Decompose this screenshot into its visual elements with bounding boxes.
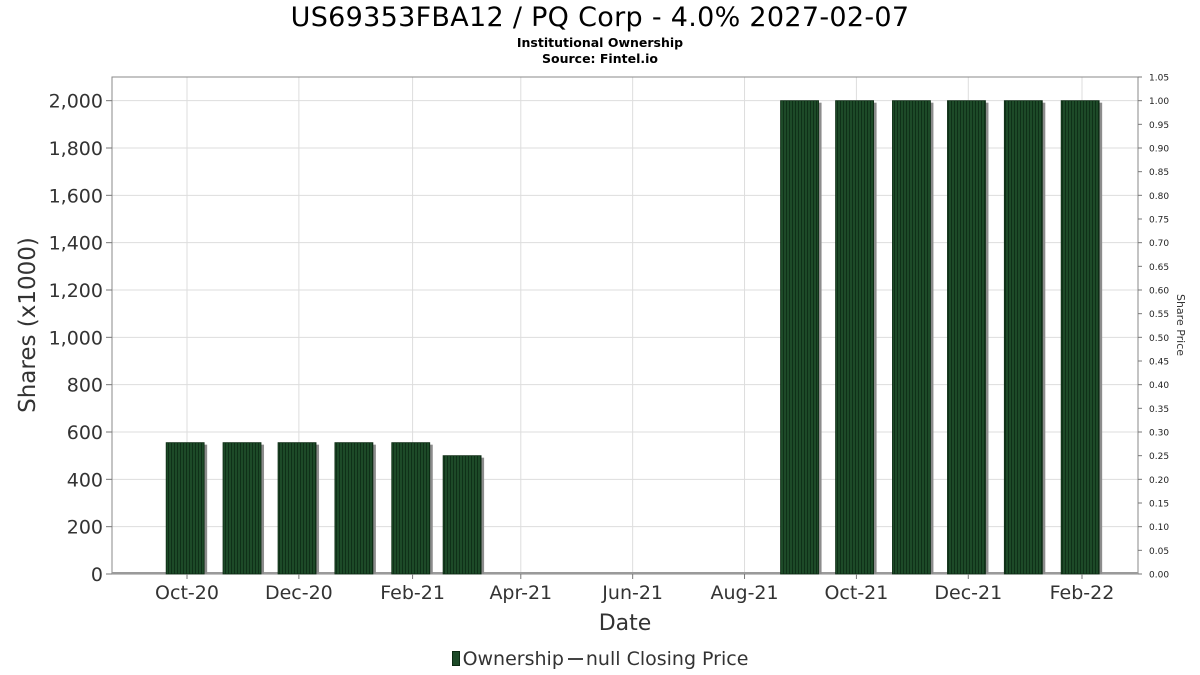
x-tick-label: Oct-21 (824, 582, 888, 604)
bar-body (334, 442, 374, 575)
bar-body (277, 442, 317, 575)
ownership-legend-swatch (451, 651, 460, 666)
x-axis-label: Date (599, 611, 652, 636)
y-tick-label: 1,800 (49, 138, 103, 160)
y-tick-label: 0 (91, 564, 103, 586)
y2-tick-label: 0.50 (1149, 334, 1169, 344)
ownership-bar (1060, 100, 1103, 575)
y2-tick-label: 0.90 (1149, 145, 1169, 155)
y2-tick-label: 0.10 (1149, 523, 1169, 533)
y2-tick-label: 0.70 (1149, 239, 1169, 249)
y2-tick-label: 0.30 (1149, 429, 1169, 439)
chart-title: US69353FBA12 / PQ Corp - 4.0% 2027-02-07 (290, 2, 910, 33)
bar-body (391, 442, 431, 575)
y2-tick-label: 0.85 (1149, 168, 1169, 178)
x-tick-label: Feb-22 (1050, 582, 1115, 604)
y2-tick-label: 0.15 (1149, 500, 1169, 510)
y2-tick-label: 0.65 (1149, 263, 1169, 273)
y2-tick-label: 0.05 (1149, 547, 1169, 557)
y2-tick-label: 0.55 (1149, 310, 1169, 320)
ownership-bar (391, 442, 433, 575)
ownership-bar (442, 455, 485, 575)
y-axis-right: 0.00 0.05 0.10 0.15 0.20 0.25 0.30 0.35 0.40 0.45… (1138, 74, 1169, 581)
y2-tick-label: 0.75 (1149, 216, 1169, 226)
x-tick-label: Aug-21 (710, 582, 778, 604)
ownership-bar (780, 100, 822, 575)
ownership-bar (947, 100, 989, 575)
ownership-bar (165, 442, 208, 575)
x-tick-label: Feb-21 (380, 582, 445, 604)
y-tick-label: 800 (67, 375, 103, 397)
chart-subtitle: Institutional Ownership (516, 35, 684, 50)
bar-body (892, 100, 931, 575)
x-tick-label: Dec-21 (934, 582, 1002, 604)
ownership-bar (277, 442, 320, 575)
bar-body (1060, 100, 1100, 575)
bar-body (222, 442, 262, 575)
y-axis-left: 0 200 400 600 800 1,000 1,200 1,400 1,600 1,800 2,… (49, 91, 112, 586)
y-tick-label: 1,400 (49, 233, 103, 255)
y2-tick-label: 0.40 (1149, 381, 1169, 391)
ownership-bar (334, 442, 376, 575)
y2-tick-label: 0.25 (1149, 452, 1169, 462)
x-tick-label: Jun-21 (601, 582, 663, 604)
legend-price: null Closing Price (585, 648, 749, 670)
y-axis-label: Shares (x1000) (15, 237, 41, 413)
x-tick-label: Dec-20 (265, 582, 333, 604)
y-tick-label: 1,600 (49, 185, 103, 207)
bar-body (835, 100, 874, 575)
y2-tick-label: 0.00 (1149, 571, 1169, 581)
y2-tick-label: 1.00 (1149, 97, 1169, 107)
chart-source: Source: Fintel.io (542, 51, 658, 66)
y2-tick-label: 0.35 (1149, 405, 1169, 415)
y-tick-label: 600 (67, 422, 103, 444)
bars (112, 100, 1138, 575)
legend: Ownership null Closing Price (0, 646, 1200, 672)
y2-tick-label: 0.95 (1149, 121, 1169, 131)
ownership-bar (892, 100, 934, 575)
y2-tick-label: 0.60 (1149, 287, 1169, 297)
y2-tick-label: 1.05 (1149, 74, 1169, 84)
bar-body (442, 455, 482, 575)
y-tick-label: 200 (67, 517, 103, 539)
legend-ownership: Ownership (462, 648, 564, 670)
y2-tick-label: 0.80 (1149, 192, 1169, 202)
y-tick-label: 2,000 (49, 91, 103, 113)
x-axis: Oct-20 Dec-20 Feb-21 Apr-21 Jun-21 Aug-21 Oct-… (155, 574, 1114, 604)
y2-axis-label: Share Price (1174, 294, 1187, 356)
y-tick-label: 1,000 (49, 327, 103, 349)
ownership-bar (1003, 100, 1046, 575)
ownership-bar (222, 442, 265, 575)
y-tick-label: 1,200 (49, 280, 103, 302)
bar-body (780, 100, 819, 575)
y-tick-label: 400 (67, 469, 103, 491)
y2-tick-label: 0.45 (1149, 358, 1169, 368)
bar-body (947, 100, 986, 575)
x-tick-label: Oct-20 (155, 582, 219, 604)
price-legend-line (567, 658, 583, 660)
ownership-bar (835, 100, 877, 575)
y2-tick-label: 0.20 (1149, 476, 1169, 486)
x-tick-label: Apr-21 (489, 582, 552, 604)
bar-body (1003, 100, 1043, 575)
bar-body (165, 442, 205, 575)
